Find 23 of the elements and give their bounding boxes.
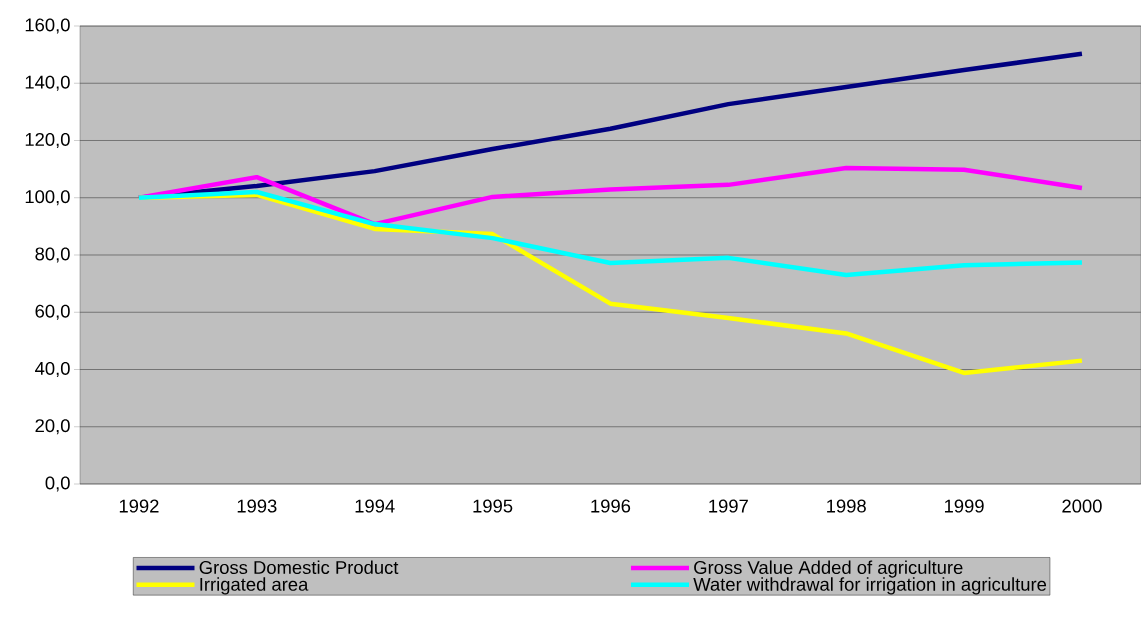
x-tick-label: 1999: [944, 499, 984, 513]
x-tick-label: 1993: [237, 499, 277, 513]
line-series: [136, 189, 1085, 278]
legend-label: Gross Value Added of agriculture: [694, 560, 963, 578]
y-tick-label: 40,0: [35, 361, 70, 378]
x-tick-label: 1995: [473, 499, 513, 513]
legend-label: Water withdrawal for irrigation in agriculture: [693, 577, 1047, 595]
x-tick-label: 1994: [355, 499, 395, 513]
x-tick-label: 2000: [1062, 499, 1102, 513]
x-tick-label: 1996: [591, 499, 631, 513]
y-tick-label: 120,0: [25, 132, 70, 149]
y-tick-label: 140,0: [25, 75, 70, 91]
y-tick-label: 20,0: [35, 419, 70, 435]
x-tick-label: 1998: [827, 499, 866, 513]
y-tick-label: 160,0: [25, 18, 70, 34]
y-tick-label: 80,0: [35, 247, 70, 263]
y-tick-label: 60,0: [35, 304, 70, 320]
x-tick-label: 1992: [119, 499, 159, 513]
x-tick-label: 1997: [709, 499, 748, 513]
y-tick-label: 100,0: [25, 190, 70, 206]
legend-label: Irrigated area: [200, 577, 309, 595]
y-tick-label: 0,0: [45, 476, 70, 492]
legend-label: Gross Domestic Product: [199, 560, 399, 575]
